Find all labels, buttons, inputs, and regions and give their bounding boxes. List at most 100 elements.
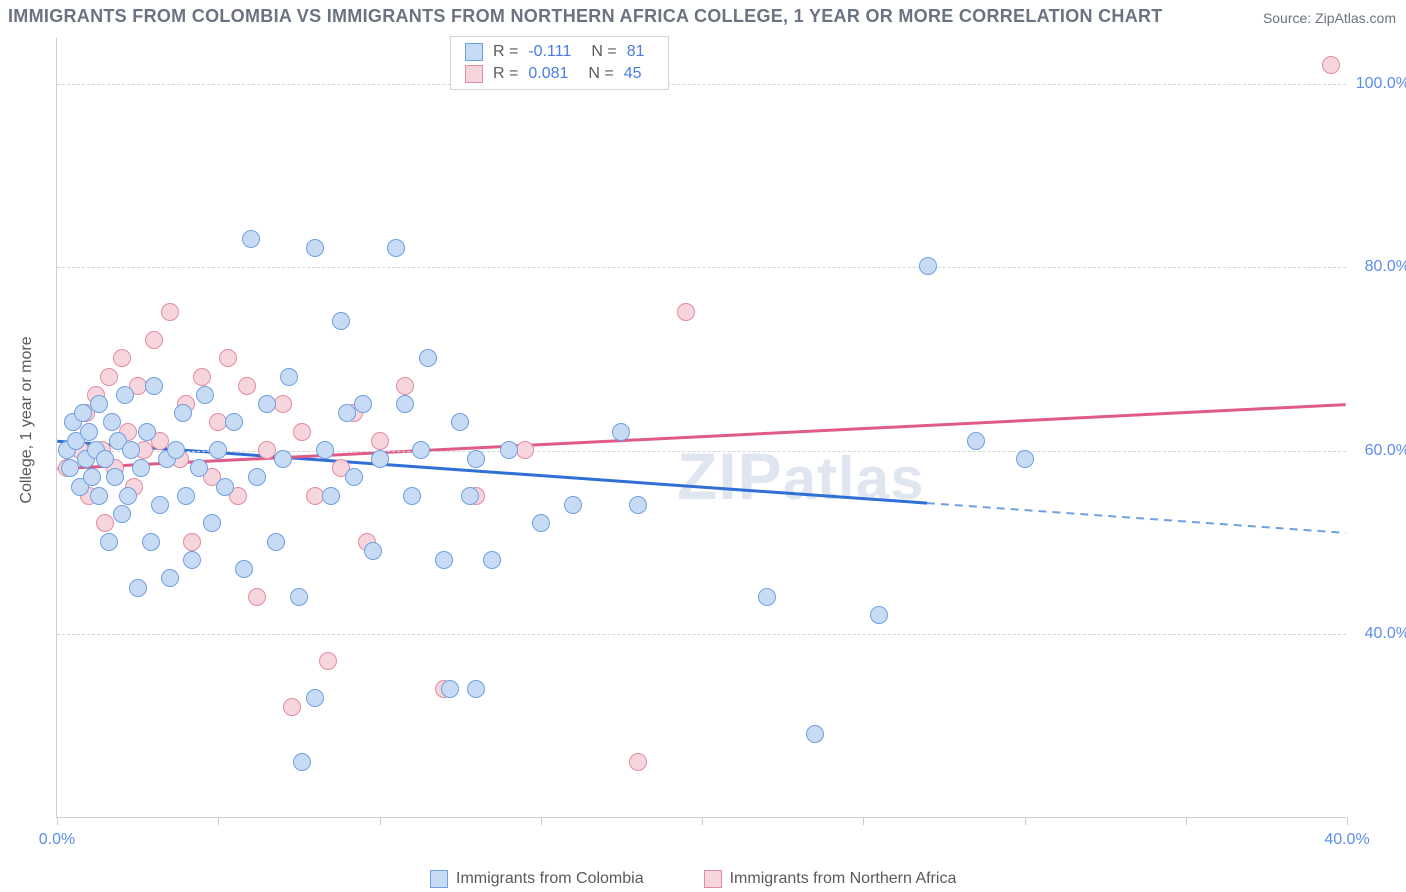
data-point [322,487,340,505]
watermark: ZIPatlas [677,438,924,514]
data-point [967,432,985,450]
data-point [248,468,266,486]
legend-n-value: 81 [627,43,645,61]
legend-swatch [465,43,483,61]
data-point [435,551,453,569]
data-point [919,257,937,275]
trend-lines [57,38,1346,817]
data-point [190,459,208,477]
legend-swatch [465,65,483,83]
data-point [161,303,179,321]
legend-item: Immigrants from Colombia [430,870,644,888]
data-point [290,588,308,606]
plot-area: ZIPatlas 40.0%60.0%80.0%100.0%0.0%40.0% [56,38,1346,818]
x-tick [1186,817,1187,825]
data-point [61,459,79,477]
data-point [806,725,824,743]
data-point [629,496,647,514]
data-point [1322,56,1340,74]
x-tick [863,817,864,825]
legend-r-value: 0.081 [528,65,568,83]
x-tick [57,817,58,825]
data-point [142,533,160,551]
data-point [96,450,114,468]
data-point [248,588,266,606]
data-point [532,514,550,532]
data-point [280,368,298,386]
gridline [57,634,1346,635]
legend-label: Immigrants from Northern Africa [730,870,957,887]
gridline [57,451,1346,452]
data-point [338,404,356,422]
data-point [677,303,695,321]
data-point [483,551,501,569]
legend-swatch [430,870,448,888]
data-point [119,487,137,505]
data-point [274,395,292,413]
legend-item: Immigrants from Northern Africa [704,870,957,888]
data-point [177,487,195,505]
data-point [96,514,114,532]
data-point [203,514,221,532]
data-point [267,533,285,551]
data-point [293,753,311,771]
data-point [258,395,276,413]
data-point [403,487,421,505]
x-tick [218,817,219,825]
x-tick [541,817,542,825]
legend-swatch [704,870,722,888]
data-point [293,423,311,441]
data-point [216,478,234,496]
data-point [183,551,201,569]
data-point [242,230,260,248]
data-point [113,505,131,523]
legend-n-value: 45 [624,65,642,83]
legend-n-label: N = [588,65,613,83]
data-point [90,395,108,413]
gridline [57,267,1346,268]
y-tick-label: 40.0% [1365,625,1406,643]
data-point [364,542,382,560]
data-point [145,377,163,395]
data-point [461,487,479,505]
data-point [83,468,101,486]
data-point [161,569,179,587]
data-point [319,652,337,670]
data-point [100,533,118,551]
data-point [758,588,776,606]
data-point [235,560,253,578]
data-point [396,377,414,395]
data-point [371,450,389,468]
data-point [354,395,372,413]
data-point [122,441,140,459]
x-tick-label: 0.0% [39,831,75,849]
legend-r-value: -0.111 [528,43,571,61]
data-point [306,689,324,707]
data-point [500,441,518,459]
data-point [612,423,630,441]
data-point [332,312,350,330]
data-point [306,239,324,257]
data-point [316,441,334,459]
data-point [103,413,121,431]
legend-label: Immigrants from Colombia [456,870,644,887]
data-point [629,753,647,771]
gridline [57,84,1346,85]
data-point [138,423,156,441]
data-point [193,368,211,386]
data-point [467,680,485,698]
data-point [209,441,227,459]
chart-title: IMMIGRANTS FROM COLOMBIA VS IMMIGRANTS F… [8,6,1163,27]
data-point [396,395,414,413]
x-tick [702,817,703,825]
data-point [345,468,363,486]
legend-stat-row: R =0.081N =45 [465,63,654,85]
data-point [167,441,185,459]
data-point [196,386,214,404]
legend-series: Immigrants from Colombia Immigrants from … [430,870,956,888]
x-tick [1347,817,1348,825]
data-point [116,386,134,404]
data-point [100,368,118,386]
data-point [564,496,582,514]
data-point [467,450,485,468]
